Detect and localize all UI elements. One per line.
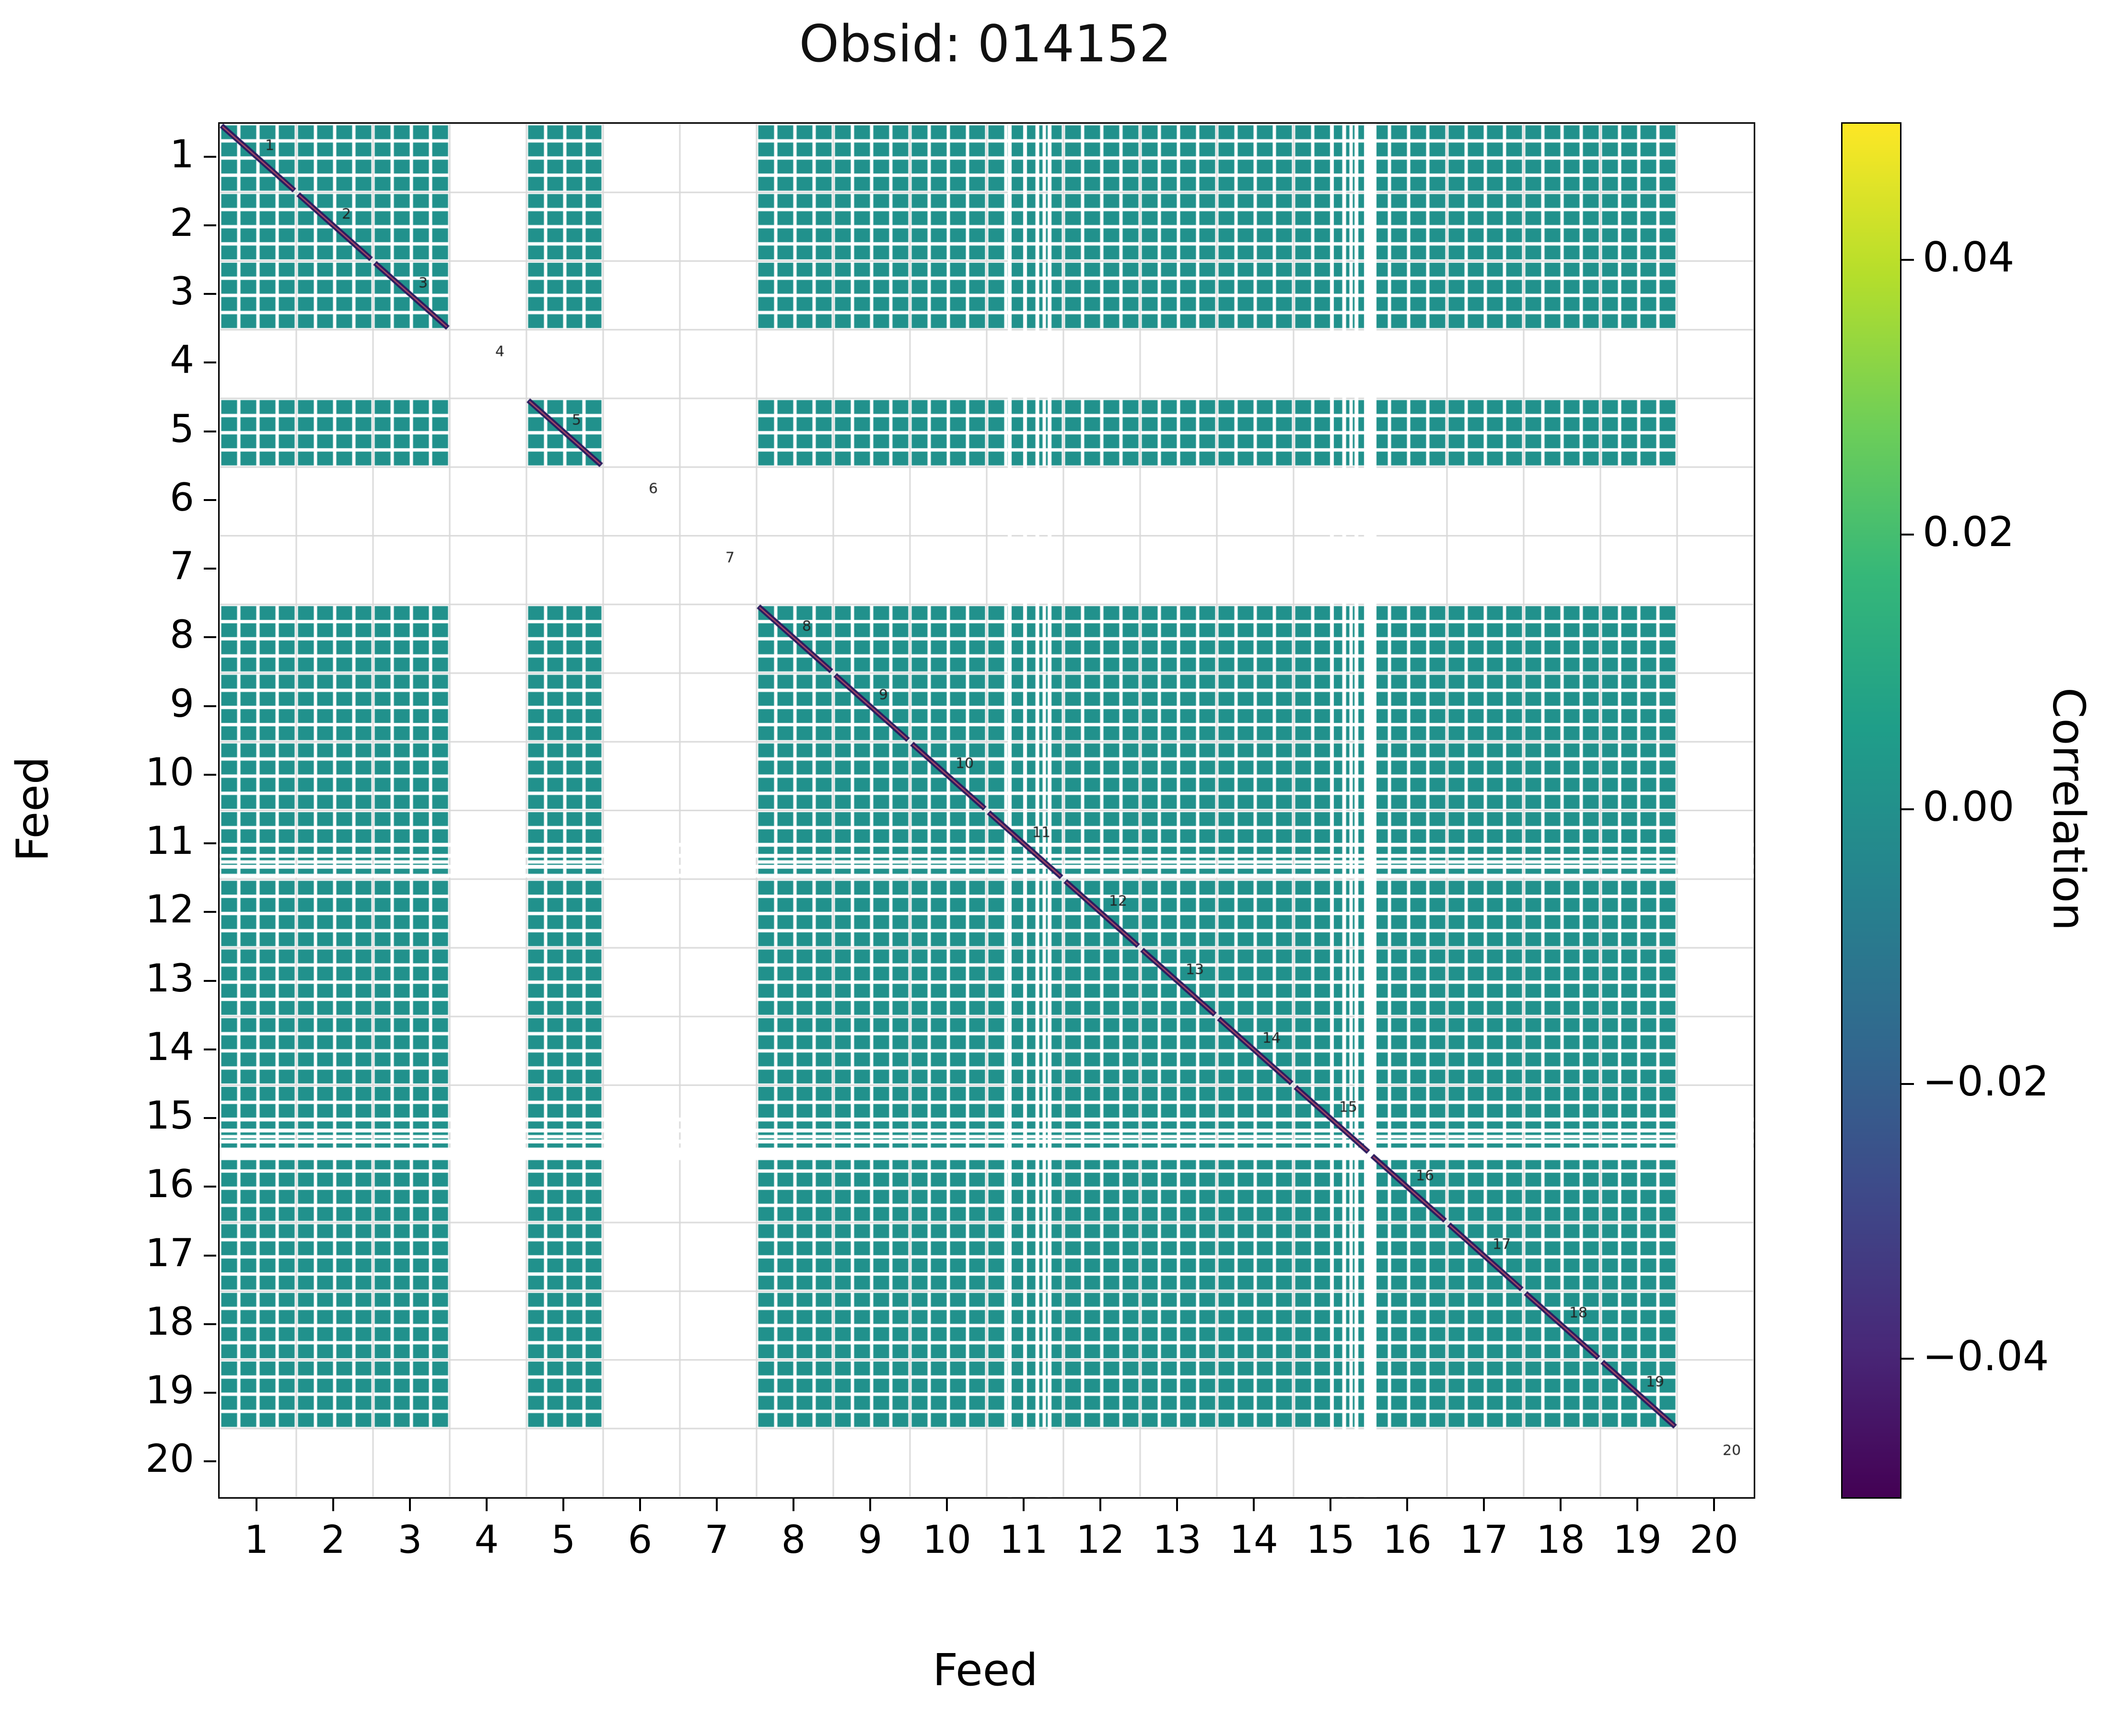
x-tickmark: [1176, 1499, 1178, 1511]
x-tick-label: 10: [922, 1517, 971, 1562]
x-tick-label: 18: [1536, 1517, 1585, 1562]
y-tickmark: [204, 361, 216, 364]
y-tickmark: [204, 155, 216, 158]
colorbar-tickmark: [1901, 1357, 1914, 1360]
colorbar-tickmark: [1901, 533, 1914, 536]
y-tickmark: [204, 1186, 216, 1188]
y-tickmark: [204, 1254, 216, 1257]
chart-title: Obsid: 014152: [799, 14, 1172, 73]
y-tickmark: [204, 842, 216, 845]
y-tick-label: 18: [145, 1299, 194, 1344]
y-tick-label: 19: [145, 1368, 194, 1413]
x-tick-label: 13: [1153, 1517, 1201, 1562]
y-tickmark: [204, 911, 216, 913]
x-tickmark: [1023, 1499, 1025, 1511]
x-tickmark: [409, 1499, 411, 1511]
y-tickmark: [204, 1117, 216, 1119]
x-tick-label: 7: [704, 1517, 729, 1562]
x-tick-label: 11: [999, 1517, 1048, 1562]
y-axis-label: Feed: [7, 756, 58, 862]
x-tickmark: [1560, 1499, 1562, 1511]
x-tick-label: 2: [321, 1517, 346, 1562]
y-tick-label: 10: [145, 749, 194, 794]
y-tick-label: 1: [170, 131, 194, 176]
y-tick-label: 16: [145, 1162, 194, 1207]
x-tickmark: [1330, 1499, 1331, 1511]
y-tickmark: [204, 224, 216, 226]
y-tick-label: 14: [145, 1024, 194, 1069]
x-tick-label: 6: [628, 1517, 653, 1562]
x-tick-label: 8: [781, 1517, 806, 1562]
y-tick-label: 8: [170, 612, 194, 657]
colorbar: [1841, 122, 1901, 1499]
x-tick-label: 3: [397, 1517, 422, 1562]
y-tick-label: 12: [145, 887, 194, 932]
colorbar-tickmark: [1901, 258, 1914, 261]
y-tickmark: [204, 499, 216, 501]
x-tickmark: [1406, 1499, 1408, 1511]
y-tick-label: 13: [145, 955, 194, 1001]
y-tickmark: [204, 293, 216, 295]
x-tickmark: [1099, 1499, 1101, 1511]
colorbar-tickmark: [1901, 808, 1914, 810]
x-tickmark: [256, 1499, 257, 1511]
x-tick-label: 20: [1690, 1517, 1738, 1562]
y-tickmark: [204, 979, 216, 982]
y-tickmark: [204, 568, 216, 570]
x-tickmark: [1713, 1499, 1715, 1511]
y-tickmark: [204, 705, 216, 707]
x-tick-label: 12: [1076, 1517, 1125, 1562]
x-tickmark: [869, 1499, 871, 1511]
y-tickmark: [204, 430, 216, 432]
y-tick-label: 15: [145, 1093, 194, 1138]
y-tick-label: 5: [170, 406, 194, 451]
colorbar-tick-label: 0.04: [1923, 233, 2015, 281]
x-tick-label: 19: [1613, 1517, 1662, 1562]
x-tick-label: 17: [1459, 1517, 1508, 1562]
y-tick-label: 7: [170, 544, 194, 589]
x-tickmark: [332, 1499, 334, 1511]
x-tickmark: [486, 1499, 488, 1511]
x-tickmark: [1636, 1499, 1638, 1511]
y-tickmark: [204, 636, 216, 639]
colorbar-label: Correlation: [2043, 687, 2095, 931]
y-tickmark: [204, 1460, 216, 1463]
plot-area: [218, 122, 1755, 1499]
x-tick-label: 1: [244, 1517, 269, 1562]
x-tickmark: [793, 1499, 794, 1511]
colorbar-tick-label: 0.02: [1923, 508, 2015, 556]
x-tickmark: [639, 1499, 641, 1511]
x-tickmark: [562, 1499, 564, 1511]
y-tick-label: 3: [170, 269, 194, 314]
y-tickmark: [204, 1392, 216, 1394]
y-tick-label: 2: [170, 200, 194, 245]
y-tickmark: [204, 773, 216, 776]
y-tickmark: [204, 1323, 216, 1325]
x-tickmark: [946, 1499, 948, 1511]
heatmap-canvas: [220, 124, 1754, 1497]
colorbar-tick-label: −0.04: [1923, 1332, 2049, 1380]
colorbar-tickmark: [1901, 1083, 1914, 1085]
y-tick-label: 4: [170, 338, 194, 383]
y-tickmark: [204, 1048, 216, 1050]
x-tick-label: 16: [1383, 1517, 1432, 1562]
y-tick-label: 17: [145, 1230, 194, 1275]
x-tick-label: 15: [1306, 1517, 1355, 1562]
x-tick-label: 4: [474, 1517, 499, 1562]
x-tick-label: 14: [1229, 1517, 1278, 1562]
y-tick-label: 9: [170, 681, 194, 726]
x-axis-label: Feed: [933, 1644, 1038, 1696]
x-tick-label: 5: [551, 1517, 576, 1562]
x-tickmark: [716, 1499, 718, 1511]
y-tick-label: 20: [145, 1436, 194, 1481]
colorbar-tick-label: −0.02: [1923, 1057, 2049, 1106]
colorbar-tick-label: 0.00: [1923, 782, 2015, 831]
y-tick-label: 6: [170, 475, 194, 520]
x-tickmark: [1483, 1499, 1485, 1511]
x-tickmark: [1253, 1499, 1255, 1511]
y-tick-label: 11: [145, 818, 194, 863]
x-tick-label: 9: [858, 1517, 883, 1562]
